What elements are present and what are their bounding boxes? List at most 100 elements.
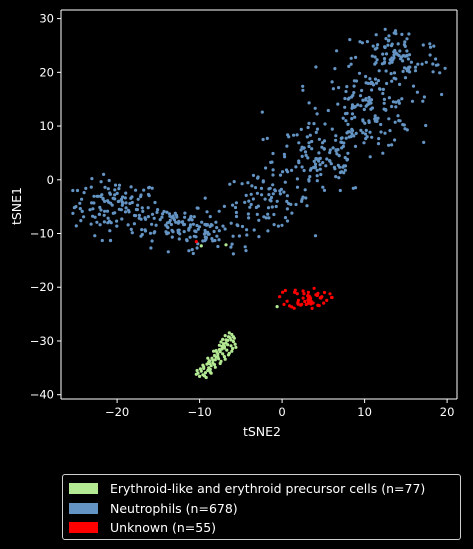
neutrophil-point	[223, 227, 227, 231]
neutrophil-point	[285, 207, 289, 211]
neutrophil-point	[177, 228, 181, 232]
unknown-point	[283, 288, 287, 293]
neutrophil-point	[392, 53, 396, 57]
neutrophil-point	[349, 56, 353, 60]
neutrophil-point	[318, 156, 322, 160]
neutrophil-point	[79, 219, 83, 223]
erythroid-point	[223, 357, 227, 361]
neutrophil-point	[107, 178, 111, 183]
neutrophil-point	[346, 151, 350, 155]
neutrophil-point	[307, 141, 311, 145]
unknown-point	[194, 240, 198, 244]
neutrophil-point	[123, 210, 128, 214]
neutrophil-point	[142, 188, 146, 192]
unknown-point	[299, 303, 303, 307]
neutrophil-point	[187, 249, 191, 253]
neutrophil-point	[390, 56, 394, 60]
neutrophil-point	[322, 147, 326, 151]
neutrophil-point	[384, 108, 388, 112]
neutrophil-point	[152, 231, 156, 235]
neutrophil-point	[203, 222, 207, 227]
erythroid-point	[221, 352, 225, 356]
neutrophil-point	[231, 252, 235, 256]
neutrophil-point	[282, 152, 286, 156]
neutrophil-point	[256, 204, 260, 208]
neutrophil-point	[315, 127, 320, 131]
neutrophil-point	[350, 103, 355, 107]
erythroid-point	[230, 349, 234, 353]
neutrophil-point	[319, 172, 323, 177]
erythroid-point	[213, 358, 217, 362]
neutrophil-point	[364, 137, 368, 141]
erythroid-point	[195, 368, 199, 373]
neutrophil-point	[348, 38, 352, 42]
neutrophil-point	[117, 187, 121, 191]
neutrophil-point	[313, 162, 318, 166]
neutrophil-point	[363, 132, 368, 136]
neutrophil-point	[386, 43, 390, 47]
legend-label-erythroid: Erythroid-like and erythroid precursor c…	[110, 481, 426, 497]
neutrophil-point	[331, 146, 335, 150]
unknown-point	[303, 299, 307, 304]
neutrophil-point	[428, 42, 432, 46]
neutrophil-point	[406, 57, 410, 61]
unknown-point	[296, 298, 300, 302]
neutrophil-point	[140, 206, 144, 210]
neutrophil-point	[364, 74, 368, 79]
tsne-scatter-chart: −20 −10 0 10 20 −40 −30 −20 −10 0 10 20 30 tSNE2 tSN…	[9, 9, 458, 439]
neutrophil-point	[384, 69, 388, 73]
y-tick-label: 0	[47, 173, 54, 187]
neutrophil-point	[421, 43, 425, 47]
unknown-point	[304, 302, 308, 307]
neutrophil-point	[328, 159, 332, 163]
erythroid-point	[221, 337, 225, 341]
neutrophil-point	[231, 234, 235, 238]
unknown-point	[302, 292, 306, 296]
erythroid-point	[211, 358, 215, 362]
neutrophil-point	[374, 33, 378, 37]
neutrophil-point	[300, 145, 304, 149]
neutrophil-point	[98, 223, 102, 227]
neutrophil-point	[354, 131, 358, 135]
neutrophil-point	[113, 197, 117, 201]
neutrophil-point	[188, 235, 192, 239]
neutrophil-point	[144, 217, 148, 221]
neutrophil-point	[197, 225, 202, 229]
neutrophil-point	[413, 69, 418, 73]
neutrophil-point	[100, 238, 104, 243]
erythroid-point	[214, 349, 218, 353]
x-tick-label: −20	[105, 405, 129, 419]
neutrophil-point	[90, 201, 94, 205]
neutrophil-point	[434, 57, 438, 61]
y-tick-label: −20	[30, 280, 54, 294]
legend-swatch-neutrophils	[69, 502, 98, 514]
neutrophil-point	[80, 209, 84, 213]
neutrophil-point	[345, 131, 349, 135]
neutrophil-point	[357, 71, 362, 75]
neutrophil-point	[92, 201, 96, 205]
neutrophil-point	[130, 231, 134, 235]
neutrophil-point	[339, 136, 343, 140]
neutrophil-point	[307, 179, 311, 183]
neutrophil-point	[244, 193, 248, 197]
neutrophil-point	[262, 215, 266, 219]
erythroid-point	[218, 361, 222, 366]
neutrophil-point	[317, 137, 321, 141]
unknown-point	[306, 290, 310, 294]
neutrophil-point	[384, 52, 389, 56]
neutrophil-point	[285, 219, 290, 223]
neutrophil-point	[315, 179, 319, 183]
neutrophil-point	[99, 180, 103, 184]
neutrophil-point	[196, 227, 200, 231]
neutrophil-point	[113, 183, 118, 187]
x-tick-label: −10	[187, 405, 211, 419]
neutrophil-point	[102, 213, 106, 217]
neutrophil-point	[78, 201, 82, 205]
neutrophil-point	[187, 228, 191, 232]
neutrophil-point	[410, 99, 415, 103]
neutrophil-point	[78, 207, 82, 211]
neutrophil-point	[364, 81, 368, 85]
erythroid-point	[205, 362, 209, 366]
erythroid-point	[220, 344, 224, 348]
erythroid-point	[231, 339, 235, 344]
